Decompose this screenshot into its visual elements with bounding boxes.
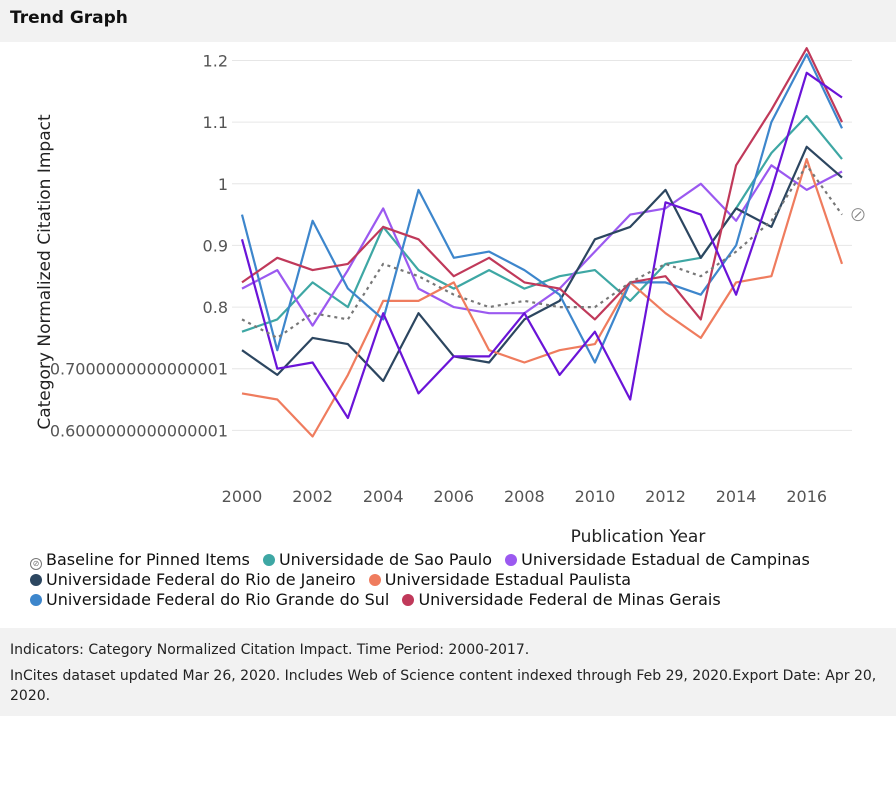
y-tick-label: 1 — [218, 175, 228, 194]
legend-swatch — [402, 594, 415, 606]
legend-item-campinas[interactable]: Universidade Estadual de Campinas — [505, 550, 810, 569]
legend-label: Universidade Federal do Rio de Janeiro — [46, 570, 356, 589]
y-axis-title: Category Normalized Citation Impact — [35, 114, 55, 430]
pin-icon: ⊘ — [30, 558, 42, 570]
legend-row: Universidade Federal do Rio de Janeiro U… — [30, 570, 890, 590]
legend-label: Universidade Estadual Paulista — [384, 570, 632, 589]
legend-label: Universidade Estadual de Campinas — [521, 550, 810, 569]
y-tick-label: 0.6000000000000001 — [50, 421, 228, 440]
x-tick-label: 2014 — [716, 487, 757, 506]
chart-legend: ⊘ Baseline for Pinned Items Universidade … — [30, 550, 890, 610]
series-line — [241, 114, 843, 333]
x-tick-label: 2000 — [222, 487, 263, 506]
series-line — [241, 145, 843, 383]
legend-row: Universidade Federal do Rio Grande do Su… — [30, 590, 890, 610]
legend-swatch — [262, 554, 275, 566]
y-tick-label: 0.7000000000000001 — [50, 360, 228, 379]
y-tick-label: 0.8 — [203, 298, 228, 317]
chart-area: 0.6000000000000001 0.7000000000000001 0.8 0… — [0, 42, 896, 628]
legend-row: ⊘ Baseline for Pinned Items Universidade … — [30, 550, 890, 570]
x-tick-label: 2006 — [433, 487, 474, 506]
trend-chart: 0.6000000000000001 0.7000000000000001 0.8 0… — [35, 47, 865, 547]
series-line — [241, 164, 843, 339]
legend-label: Universidade Federal de Minas Gerais — [418, 590, 721, 609]
legend-swatch — [30, 594, 42, 606]
legend-item-paulista[interactable]: Universidade Estadual Paulista — [368, 570, 632, 589]
footer-notes: Indicators: Category Normalized Citation… — [0, 628, 896, 716]
legend-swatch — [368, 574, 381, 586]
x-tick-label: 2008 — [504, 487, 545, 506]
legend-item-sao-paulo[interactable]: Universidade de Sao Paulo — [262, 550, 493, 569]
series-line — [240, 53, 843, 364]
x-axis-title: Publication Year — [571, 527, 706, 547]
series-line — [240, 71, 843, 420]
legend-swatch — [30, 574, 42, 586]
x-tick-label: 2010 — [575, 487, 616, 506]
dataset-note: InCites dataset updated Mar 26, 2020. In… — [10, 668, 877, 704]
legend-label: Universidade de Sao Paulo — [278, 550, 493, 569]
legend-item-rio-de-janeiro[interactable]: Universidade Federal do Rio de Janeiro — [30, 570, 356, 589]
x-tick-label: 2012 — [645, 487, 686, 506]
legend-item-baseline[interactable]: ⊘ Baseline for Pinned Items — [30, 550, 250, 570]
series-line — [241, 157, 844, 438]
header-bar: Trend Graph — [0, 0, 896, 42]
page-title: Trend Graph — [10, 8, 128, 28]
y-tick-label: 1.2 — [203, 51, 228, 70]
indicators-note: Indicators: Category Normalized Citation… — [10, 642, 530, 658]
legend-label: Universidade Federal do Rio Grande do Su… — [46, 590, 390, 609]
x-tick-label: 2016 — [786, 487, 827, 506]
y-tick-label: 1.1 — [203, 113, 228, 132]
legend-swatch — [505, 554, 518, 566]
series-line — [241, 47, 843, 321]
legend-item-rio-grande-do-sul[interactable]: Universidade Federal do Rio Grande do Su… — [30, 590, 389, 609]
y-tick-label: 0.9 — [203, 236, 228, 255]
x-tick-label: 2002 — [292, 487, 333, 506]
baseline-pin-marker-stroke — [854, 211, 862, 219]
x-tick-label: 2004 — [363, 487, 404, 506]
legend-item-minas-gerais[interactable]: Universidade Federal de Minas Gerais — [402, 590, 721, 609]
legend-label: Baseline for Pinned Items — [46, 550, 250, 569]
